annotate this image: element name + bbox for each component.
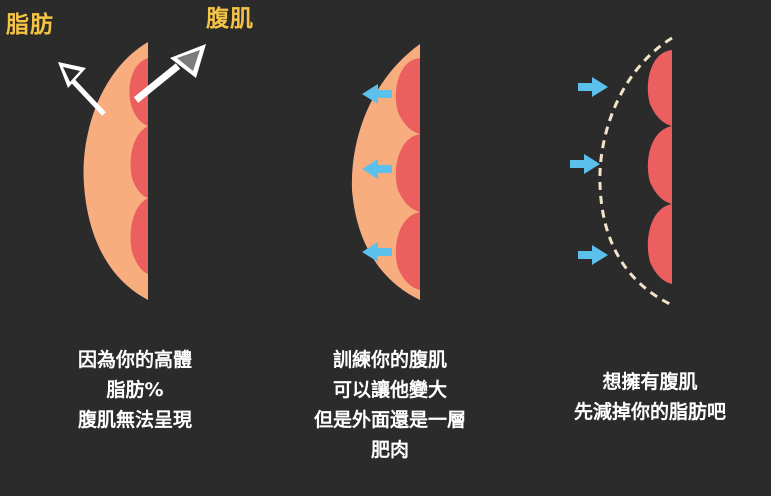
panel-2-muscle-grows-under-fat — [351, 44, 420, 300]
caption-line: 但是外面還是一層 — [313, 409, 466, 431]
caption-line: 肥肉 — [370, 439, 409, 461]
arrow-right-icon — [578, 245, 608, 265]
arrow-left-icon — [362, 242, 392, 262]
muscle-segment-middle — [395, 134, 420, 212]
caption-line: 腹肌無法呈現 — [77, 409, 192, 431]
muscle-segment-top — [129, 58, 148, 126]
muscle-segment-top — [395, 58, 420, 134]
caption-panel-3: 想擁有腹肌 先減掉你的脂肪吧 — [540, 367, 760, 427]
arrow-up-left-icon — [58, 62, 106, 116]
muscle-segment-bottom — [647, 204, 672, 284]
caption-panel-2: 訓練你的腹肌 可以讓他變大 但是外面還是一層 肥肉 — [285, 345, 495, 465]
muscle-segment-middle — [130, 126, 148, 198]
muscle-label: 腹肌 — [206, 6, 254, 32]
dashed-former-fat-outline — [598, 36, 673, 307]
muscle-segment-top — [647, 50, 672, 126]
muscle-segment-middle — [647, 126, 672, 204]
arrow-right-icon — [578, 77, 608, 97]
caption-line: 想擁有腹肌 — [602, 371, 698, 393]
panel-3-fat-reduced — [570, 36, 673, 307]
arrow-right-icon — [570, 154, 600, 174]
caption-line: 因為你的高體 — [77, 349, 192, 371]
caption-line: 訓練你的腹肌 — [332, 349, 447, 371]
muscle-segment-bottom — [130, 198, 148, 274]
arrow-up-right-icon — [133, 44, 206, 103]
caption-line: 可以讓他變大 — [332, 379, 447, 401]
muscle-segment-bottom — [395, 212, 420, 290]
caption-line: 先減掉你的脂肪吧 — [573, 401, 726, 423]
caption-panel-1: 因為你的高體 脂肪% 腹肌無法呈現 — [30, 345, 240, 435]
caption-line: 脂肪% — [106, 379, 164, 401]
arrow-left-icon — [362, 159, 392, 179]
arrow-left-icon — [362, 84, 392, 104]
panel-1-fat-covers-muscle — [58, 42, 206, 300]
fat-label: 脂肪 — [6, 12, 54, 38]
